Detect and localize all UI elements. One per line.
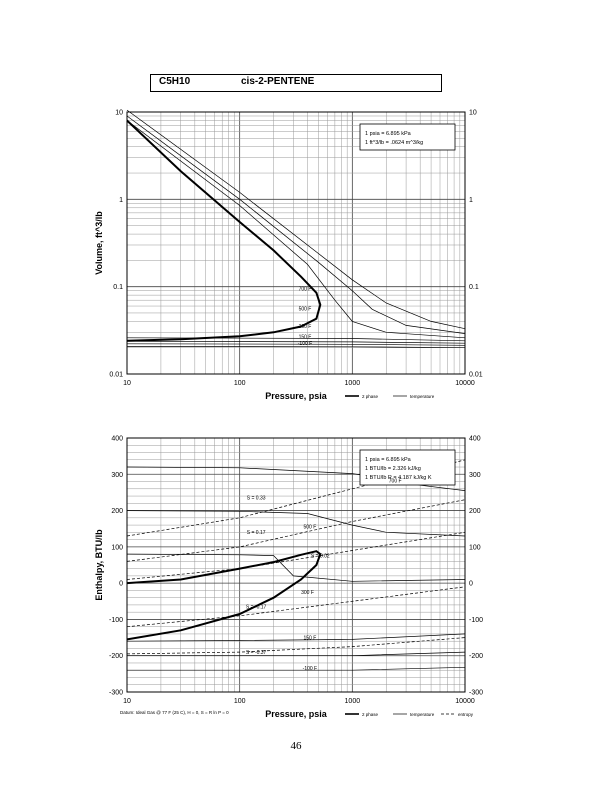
series-line-entropy xyxy=(126,499,466,562)
y-tick-label: -300 xyxy=(109,690,123,697)
series-line-temperature xyxy=(126,337,466,342)
conversion-box xyxy=(359,123,456,151)
y-tick-label-right: 0.1 xyxy=(469,284,479,291)
series-line-2-phase xyxy=(126,119,322,342)
y-tick-label: 1 xyxy=(119,197,123,204)
conversion-text: 1 ft^3/lb = .0624 m^3/kg xyxy=(365,140,423,146)
series-line-2-phase xyxy=(126,550,322,641)
isotherm-label: -100 F xyxy=(303,666,317,672)
y-tick-label-right: 400 xyxy=(469,436,481,443)
x-tick-label: 10000 xyxy=(455,698,475,705)
series-line-entropy xyxy=(126,459,466,537)
series-line-temperature xyxy=(126,120,466,339)
series-line-temperature xyxy=(126,109,466,330)
y-tick-label: 10 xyxy=(115,110,123,117)
series-line-temperature xyxy=(126,343,466,346)
y-tick-label: 200 xyxy=(111,508,123,515)
legend-key-label: 2 phase xyxy=(362,394,379,399)
legend-key-label: temperature xyxy=(410,394,435,399)
legend-key-label: entropy xyxy=(458,712,474,717)
y-tick-label: -100 xyxy=(109,617,123,624)
compound-formula: C5H10 xyxy=(159,76,191,87)
datum-footnote: Datum: Ideal Gas @ 77 F (25 C), H = 0, S… xyxy=(120,710,229,715)
series-line-temperature xyxy=(127,651,466,657)
isotherm-label: 500 F xyxy=(303,525,316,531)
series-line-temperature xyxy=(126,510,466,537)
y-tick-label-right: 200 xyxy=(469,508,481,515)
series-line-temperature xyxy=(126,553,466,582)
y-tick-label-right: 0.01 xyxy=(469,372,483,379)
y-tick-label: 0.1 xyxy=(113,284,123,291)
x-axis-label: Pressure, psia xyxy=(265,709,328,719)
plot-frame xyxy=(126,437,466,693)
x-tick-label: 1000 xyxy=(345,698,361,705)
y-axis-label: Enthalpy, BTU/lb xyxy=(94,529,104,601)
series-line-entropy xyxy=(126,531,466,580)
x-tick-label: 1000 xyxy=(345,380,361,387)
y-tick-label-right: 1 xyxy=(469,197,473,204)
isotherm-label: 300 F xyxy=(299,324,312,330)
y-tick-label-right: 100 xyxy=(469,544,481,551)
x-tick-label: 100 xyxy=(234,380,246,387)
series-line-entropy xyxy=(126,586,466,628)
series-line-entropy xyxy=(126,637,466,655)
legend-key-label: temperature xyxy=(410,712,435,717)
y-tick-label: 300 xyxy=(111,472,123,479)
series-line-temperature xyxy=(126,633,466,642)
conversion-text: 1 psia = 6.895 kPa xyxy=(365,457,412,463)
y-tick-label: 0.01 xyxy=(109,372,123,379)
y-tick-label-right: 0 xyxy=(469,581,473,588)
y-tick-label-right: -100 xyxy=(469,617,483,624)
isotherm-label: 700 F xyxy=(299,287,312,293)
isotherm-label: 500 F xyxy=(299,307,312,313)
x-tick-label: 100 xyxy=(234,698,246,705)
entropy-label: S = 0.17 xyxy=(247,530,266,536)
isotherm-label: -100 F xyxy=(298,341,312,347)
series-line-temperature xyxy=(126,346,466,349)
entropy-label: S = -0.17 xyxy=(246,605,267,611)
conversion-text: 1 psia = 6.895 kPa xyxy=(365,131,412,137)
y-tick-label-right: 10 xyxy=(469,110,477,117)
entropy-label: S = -0.37 xyxy=(246,650,267,656)
x-tick-label: 10 xyxy=(123,380,131,387)
conversion-text: 1 BTU/lb = 2.326 kJ/kg xyxy=(365,466,421,472)
y-tick-label: 0 xyxy=(119,581,123,588)
compound-name: cis-2-PENTENE xyxy=(241,76,315,87)
series-line-temperature xyxy=(126,115,466,334)
isotherm-label: 700 F xyxy=(389,478,402,484)
series-line-temperature xyxy=(126,340,466,344)
y-tick-label: -200 xyxy=(109,653,123,660)
entropy-label: S = 0.33 xyxy=(247,496,266,502)
y-tick-label-right: 300 xyxy=(469,472,481,479)
chart-title-box: C5H10 cis-2-PENTENE xyxy=(150,74,442,92)
series-line-temperature xyxy=(127,666,466,671)
isotherm-label: 150 F xyxy=(299,334,312,340)
x-tick-label: 10 xyxy=(123,698,131,705)
entropy-label: S = 0.02 xyxy=(311,554,330,560)
isotherm-label: 300 F xyxy=(301,590,314,596)
conversion-text: 1 BTU/lb R = 4.187 kJ/kg K xyxy=(365,475,432,481)
x-tick-label: 10000 xyxy=(455,380,475,387)
x-axis-label: Pressure, psia xyxy=(265,391,328,401)
y-tick-label-right: -300 xyxy=(469,690,483,697)
y-tick-label-right: -200 xyxy=(469,653,483,660)
y-axis-label: Volume, ft^3/lb xyxy=(94,211,104,275)
isotherm-label: 150 F xyxy=(303,635,316,641)
plot-frame xyxy=(126,111,466,375)
volume-pressure-chart: 10 100 1000 10000 10 10 1 1 0.1 0.1 0.01 0.01 Pressu… xyxy=(94,109,483,402)
legend-key-label: 2 phase xyxy=(362,712,379,717)
conversion-box xyxy=(359,449,456,486)
y-tick-label: 100 xyxy=(111,544,123,551)
y-tick-label: 400 xyxy=(111,436,123,443)
page-number: 46 xyxy=(290,740,302,752)
